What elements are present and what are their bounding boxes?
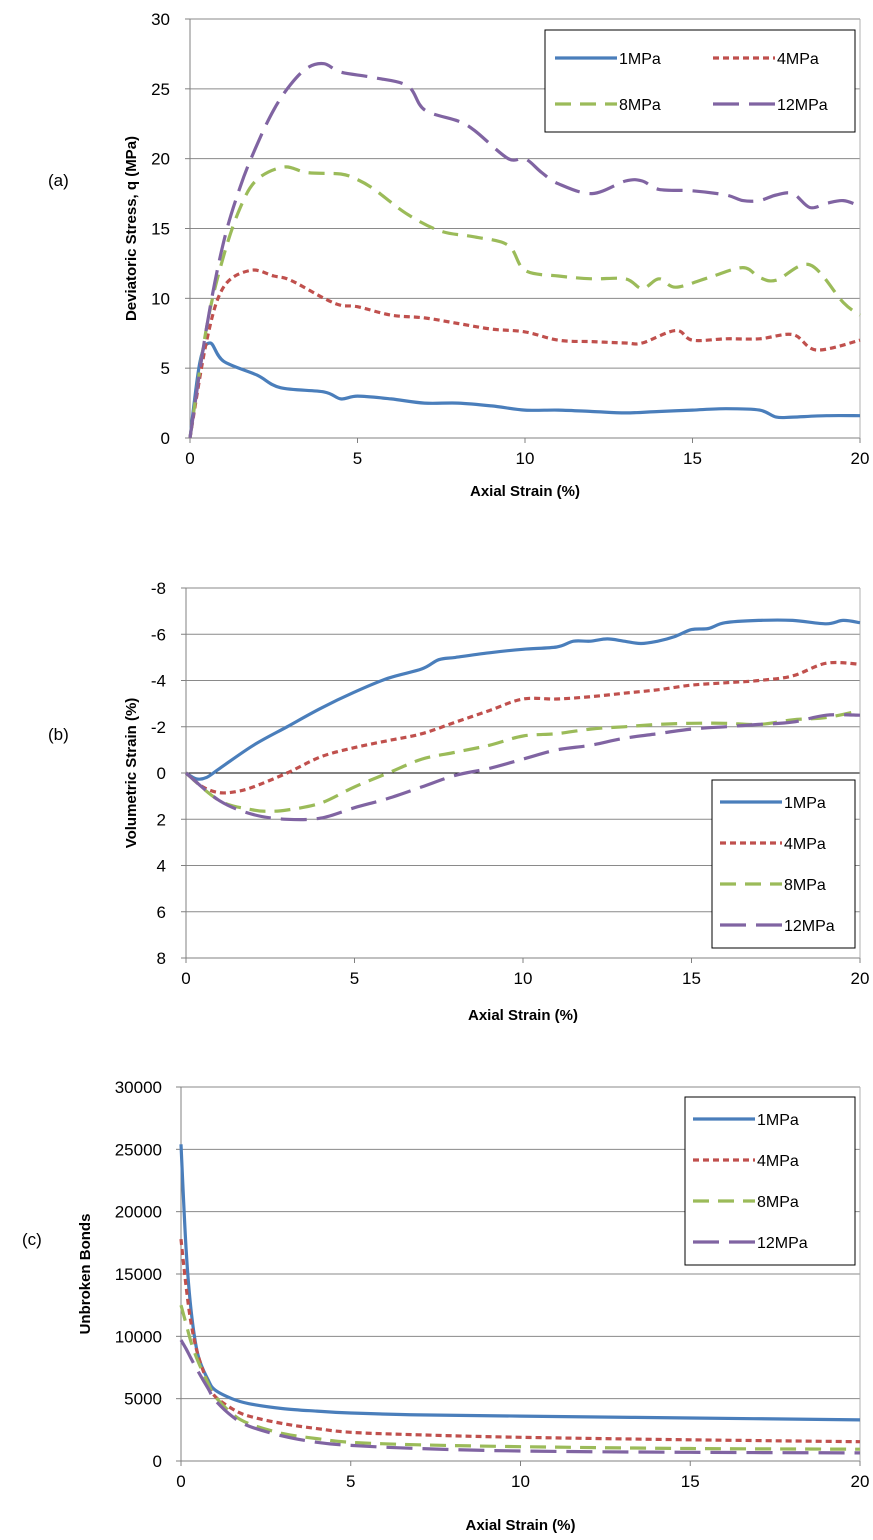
y-tick-label: 6 xyxy=(157,903,166,922)
y-tick-label: 20 xyxy=(151,150,170,169)
y-tick-label: 25000 xyxy=(115,1140,162,1159)
legend-label: 1MPa xyxy=(757,1112,799,1129)
y-tick-label: 15 xyxy=(151,220,170,239)
y-tick-label: -8 xyxy=(151,579,166,598)
legend-label: 12MPa xyxy=(757,1235,808,1252)
y-tick-label: -4 xyxy=(151,672,166,691)
y-axis-title: Deviatoric Stress, q (MPa) xyxy=(123,136,140,321)
y-tick-label: 20000 xyxy=(115,1203,162,1222)
x-axis-title: Axial Strain (%) xyxy=(465,1517,575,1534)
y-tick-label: -6 xyxy=(151,625,166,644)
y-tick-label: 0 xyxy=(157,764,166,783)
series-line-12MPa xyxy=(184,713,861,822)
y-tick-label: 10 xyxy=(151,289,170,308)
series-line-1MPa xyxy=(188,341,861,439)
legend-label: 4MPa xyxy=(777,51,819,68)
legend: 1MPa 4MPa 8MPa 12MPa xyxy=(544,29,856,133)
series-line-12MPa xyxy=(188,61,861,439)
series-line-1MPa xyxy=(185,618,861,781)
x-tick-label: 5 xyxy=(346,1472,355,1491)
series-line-4MPa xyxy=(188,268,861,439)
x-tick-label: 10 xyxy=(516,449,535,468)
series-line-8MPa xyxy=(179,1304,861,1451)
y-tick-label: 10000 xyxy=(115,1327,162,1346)
series-line-1MPa xyxy=(179,1144,861,1422)
x-tick-label: 10 xyxy=(514,969,533,988)
x-tick-label: 15 xyxy=(683,449,702,468)
x-tick-label: 0 xyxy=(181,969,190,988)
legend-label: 8MPa xyxy=(619,97,661,114)
y-tick-label: 30000 xyxy=(115,1078,162,1097)
legend-box xyxy=(684,1096,856,1266)
y-tick-label: 2 xyxy=(157,810,166,829)
y-axis-title: Unbroken Bonds xyxy=(77,1214,94,1335)
legend-label: 4MPa xyxy=(757,1153,799,1170)
x-tick-label: 5 xyxy=(353,449,362,468)
chart-panel-3: 0 5000 10000 15000 20000 25000 30000 0 5 10 15 20 Ax… xyxy=(22,1078,869,1534)
chart-panel-1: 0 5 10 15 20 25 30 0 5 10 15 20 Axial Strain (%) Devi… xyxy=(48,10,869,500)
x-tick-label: 15 xyxy=(681,1472,700,1491)
x-tick-label: 5 xyxy=(350,969,359,988)
x-axis-title: Axial Strain (%) xyxy=(470,483,580,500)
x-tick-label: 10 xyxy=(511,1472,530,1491)
y-tick-label: 30 xyxy=(151,10,170,29)
x-tick-label: 20 xyxy=(851,1472,870,1491)
legend-label: 12MPa xyxy=(784,918,835,935)
x-tick-label: 15 xyxy=(682,969,701,988)
legend-label: 8MPa xyxy=(757,1194,799,1211)
panel-label: (c) xyxy=(22,1230,42,1249)
legend-label: 12MPa xyxy=(777,97,828,114)
x-tick-label: 0 xyxy=(185,449,194,468)
series-line-4MPa xyxy=(184,660,861,795)
y-tick-label: -2 xyxy=(151,718,166,737)
panel-label: (a) xyxy=(48,171,69,190)
legend-box xyxy=(711,779,856,949)
panel-label: (b) xyxy=(48,725,69,744)
legend-label: 4MPa xyxy=(784,836,826,853)
series-line-4MPa xyxy=(179,1238,861,1444)
series-line-8MPa xyxy=(188,165,861,439)
legend: 1MPa 4MPa 8MPa 12MPa xyxy=(684,1096,856,1266)
series-line-12MPa xyxy=(179,1339,861,1455)
y-tick-label: 0 xyxy=(161,429,170,448)
x-tick-label: 20 xyxy=(851,969,870,988)
y-axis-title: Volumetric Strain (%) xyxy=(123,698,140,849)
x-axis-title: Axial Strain (%) xyxy=(468,1007,578,1024)
x-tick-label: 0 xyxy=(176,1472,185,1491)
y-tick-label: 5000 xyxy=(124,1390,162,1409)
y-tick-label: 25 xyxy=(151,80,170,99)
y-tick-label: 4 xyxy=(157,857,166,876)
legend-label: 1MPa xyxy=(784,795,826,812)
x-tick-label: 20 xyxy=(851,449,870,468)
y-tick-label: 5 xyxy=(161,359,170,378)
legend: 1MPa 4MPa 8MPa 12MPa xyxy=(711,779,856,949)
y-tick-label: 0 xyxy=(153,1452,162,1471)
legend-box xyxy=(544,29,856,133)
y-tick-label: 15000 xyxy=(115,1265,162,1284)
legend-label: 8MPa xyxy=(784,877,826,894)
legend-label: 1MPa xyxy=(619,51,661,68)
y-tick-label: 8 xyxy=(157,949,166,968)
